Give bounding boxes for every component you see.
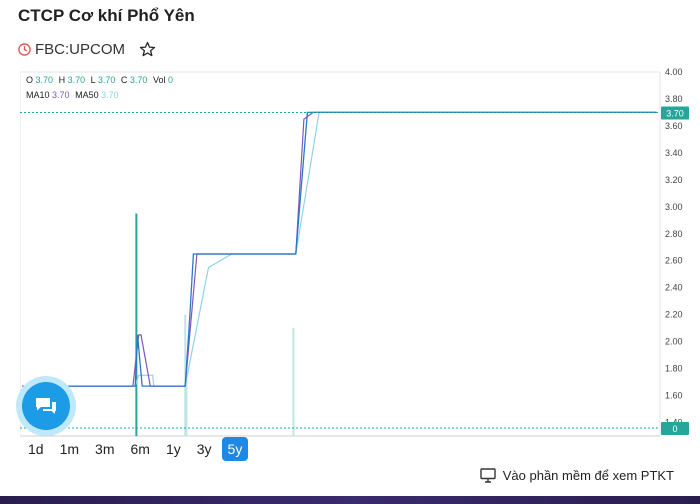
- ma-row: MA10 3.70 MA50 3.70: [26, 88, 176, 103]
- chat-button[interactable]: [16, 376, 76, 436]
- ptkt-label: Vào phần mềm để xem PTKT: [502, 468, 674, 483]
- y-tick-label: 2.40: [665, 283, 683, 293]
- open-label: O: [26, 75, 34, 85]
- range-6m[interactable]: 6m: [130, 441, 150, 457]
- volume-bar: [185, 379, 188, 436]
- ticker-row: FBC:UPCOM: [18, 39, 156, 59]
- y-tick-label: 1.60: [665, 391, 683, 401]
- y-tick-label: 2.20: [665, 310, 683, 320]
- range-selector: 1d 1m 3m 6m 1y 3y 5y: [22, 437, 249, 461]
- ma10-line: [22, 111, 657, 387]
- volume-bar: [292, 328, 295, 436]
- y-tick-label: 2.80: [665, 229, 683, 239]
- open-value: 3.70: [35, 75, 54, 85]
- price-line: [22, 111, 657, 387]
- ma50-value: 3.70: [101, 90, 119, 100]
- ticker-symbol: FBC:UPCOM: [35, 40, 125, 58]
- y-tick-label: 3.00: [665, 202, 683, 212]
- range-1m[interactable]: 1m: [59, 441, 80, 457]
- high-label: H: [58, 75, 66, 85]
- y-tick-label: 2.60: [665, 256, 683, 266]
- range-1y[interactable]: 1y: [165, 441, 181, 457]
- y-tick-label: 3.40: [665, 148, 683, 158]
- window-bottom-bar: [0, 496, 700, 504]
- range-3y[interactable]: 3y: [196, 441, 212, 457]
- low-label: L: [90, 75, 96, 85]
- clock-icon: [18, 42, 31, 56]
- ma10-label: MA10: [26, 90, 50, 100]
- ptkt-link[interactable]: Vào phần mềm để xem PTKT: [480, 468, 674, 483]
- y-tick-label: 1.80: [665, 364, 683, 374]
- volume-bar: [184, 314, 187, 436]
- chat-icon: [36, 398, 56, 414]
- ma50-line: [22, 111, 657, 387]
- y-tick-label: 3.20: [665, 175, 683, 185]
- volume-value: 0: [167, 75, 173, 85]
- y-tick-label: 3.60: [665, 121, 683, 131]
- range-3m[interactable]: 3m: [95, 441, 115, 457]
- last-volume-badge-label: 0: [672, 424, 677, 434]
- ma50-label: MA50: [75, 90, 99, 100]
- y-tick-label: 4.00: [665, 68, 683, 77]
- range-1d[interactable]: 1d: [28, 441, 44, 457]
- ohlc-row: O 3.70 H 3.70 L 3.70 C 3.70 Vol 0: [26, 73, 176, 88]
- ohlc-legend: O 3.70 H 3.70 L 3.70 C 3.70 Vol 0 MA10 3…: [26, 73, 176, 103]
- volume-label: Vol: [152, 75, 166, 85]
- y-tick-label: 2.00: [665, 337, 683, 347]
- last-price-badge-label: 3.70: [666, 108, 684, 118]
- company-name: CTCP Cơ khí Phổ Yên: [18, 6, 195, 25]
- star-icon[interactable]: [139, 41, 156, 58]
- close-value: 3.70: [129, 75, 148, 85]
- low-value: 3.70: [97, 75, 116, 85]
- last-price-badge: [661, 106, 689, 120]
- price-chart[interactable]: 1.401.601.802.002.202.402.602.803.003.20…: [20, 68, 700, 440]
- ma10-value: 3.70: [52, 90, 70, 100]
- chat-button-inner[interactable]: [22, 382, 70, 430]
- chart-canvas[interactable]: 1.401.601.802.002.202.402.602.803.003.20…: [20, 68, 700, 440]
- last-volume-badge: [661, 422, 689, 435]
- range-5y[interactable]: 5y: [221, 437, 249, 461]
- monitor-icon: [480, 468, 496, 483]
- high-value: 3.70: [67, 75, 86, 85]
- close-label: C: [120, 75, 128, 85]
- volume-bar: [135, 213, 138, 436]
- y-tick-label: 3.80: [665, 94, 683, 104]
